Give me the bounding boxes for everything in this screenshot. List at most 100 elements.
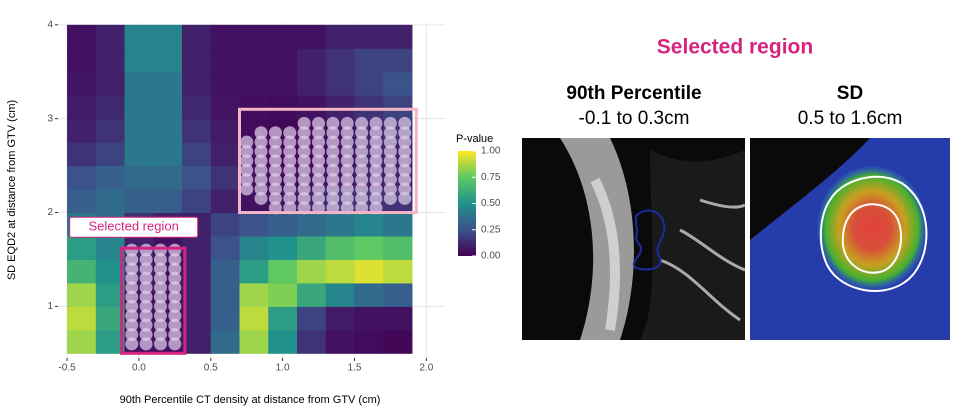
heat-tile — [211, 72, 240, 96]
x-tick-label: 1.5 — [348, 363, 362, 374]
heat-tile — [354, 259, 383, 283]
heat-tile — [125, 189, 154, 213]
heat-tile — [383, 283, 412, 307]
heat-tile — [240, 306, 269, 330]
heat-tile — [182, 95, 211, 119]
heat-tile — [125, 25, 154, 49]
heat-tile — [153, 95, 182, 119]
heat-tile — [383, 72, 412, 96]
heat-tile — [182, 283, 211, 307]
image-subtitle: -0.1 to 0.3cm — [579, 108, 690, 129]
heat-tile — [297, 236, 326, 260]
image-title: SD — [837, 83, 863, 104]
heat-tile — [125, 72, 154, 96]
heat-tile — [383, 95, 412, 119]
heat-tile — [326, 330, 355, 354]
heat-tile — [153, 119, 182, 143]
heat-tile — [240, 72, 269, 96]
heat-tile — [268, 283, 297, 307]
heat-tile — [96, 95, 125, 119]
x-tick-label: 0.0 — [132, 363, 146, 374]
region-label: Selected region — [88, 219, 178, 234]
heat-tile — [354, 213, 383, 237]
heat-tile — [268, 330, 297, 354]
heat-tile — [268, 72, 297, 96]
heat-tile — [125, 119, 154, 143]
heat-tile — [383, 25, 412, 49]
heat-tile — [297, 306, 326, 330]
heat-tile — [354, 236, 383, 260]
x-tick-label: -0.5 — [58, 363, 76, 374]
heat-tile — [211, 166, 240, 190]
heat-tile — [125, 142, 154, 166]
heat-tile — [67, 25, 96, 49]
heat-tile — [268, 95, 297, 119]
heat-tile — [326, 95, 355, 119]
x-tick-label: 1.0 — [276, 363, 290, 374]
point — [125, 244, 138, 257]
heat-tile — [96, 166, 125, 190]
heat-tile — [240, 25, 269, 49]
heat-tile — [67, 259, 96, 283]
heat-tile — [67, 306, 96, 330]
heat-tile — [153, 72, 182, 96]
panel-title: Selected region — [657, 36, 813, 59]
heat-tile — [297, 259, 326, 283]
y-tick-label: 3 — [47, 113, 53, 124]
heat-tile — [67, 236, 96, 260]
heat-tile — [297, 95, 326, 119]
heat-tile — [182, 236, 211, 260]
heat-tile — [96, 25, 125, 49]
point — [283, 126, 296, 139]
heat-tile — [67, 283, 96, 307]
heat-tile — [240, 213, 269, 237]
heat-tile — [211, 330, 240, 354]
heat-tile — [297, 72, 326, 96]
heat-tile — [326, 213, 355, 237]
heat-tile — [182, 306, 211, 330]
heat-tile — [182, 119, 211, 143]
heat-tile — [354, 306, 383, 330]
heat-tile — [383, 330, 412, 354]
heat-tile — [354, 25, 383, 49]
heat-tile — [182, 259, 211, 283]
heat-tile — [153, 189, 182, 213]
heat-tile — [67, 330, 96, 354]
heat-tile — [383, 306, 412, 330]
heat-tile — [297, 283, 326, 307]
heat-tile — [67, 119, 96, 143]
heat-tile — [268, 236, 297, 260]
point — [255, 126, 268, 139]
point — [240, 136, 253, 149]
point — [140, 244, 153, 257]
heat-tile — [240, 236, 269, 260]
heat-tile — [354, 95, 383, 119]
heat-tile — [125, 166, 154, 190]
figure: Selected region 90th Percentile CT densi… — [0, 0, 966, 407]
x-tick-label: 0.5 — [204, 363, 218, 374]
heat-tile — [326, 48, 355, 72]
heat-tile — [211, 142, 240, 166]
point — [298, 117, 311, 130]
heat-tile — [67, 166, 96, 190]
heat-tile — [67, 142, 96, 166]
colorbar-label: 0.75 — [481, 172, 501, 183]
heat-tile — [240, 330, 269, 354]
point — [341, 117, 354, 130]
heat-tile — [383, 236, 412, 260]
heat-tile — [96, 48, 125, 72]
heat-tile — [182, 166, 211, 190]
heat-tile — [326, 283, 355, 307]
point — [355, 117, 368, 130]
y-tick-label: 2 — [47, 207, 53, 218]
heat-tile — [268, 306, 297, 330]
heat-tile — [326, 72, 355, 96]
heat-tile — [153, 25, 182, 49]
heat-tile — [211, 259, 240, 283]
heat-tile — [125, 48, 154, 72]
heat-tile — [211, 25, 240, 49]
heat-tile — [182, 72, 211, 96]
heat-tile — [211, 213, 240, 237]
point — [168, 244, 181, 257]
plot-area: Selected region — [58, 22, 445, 358]
